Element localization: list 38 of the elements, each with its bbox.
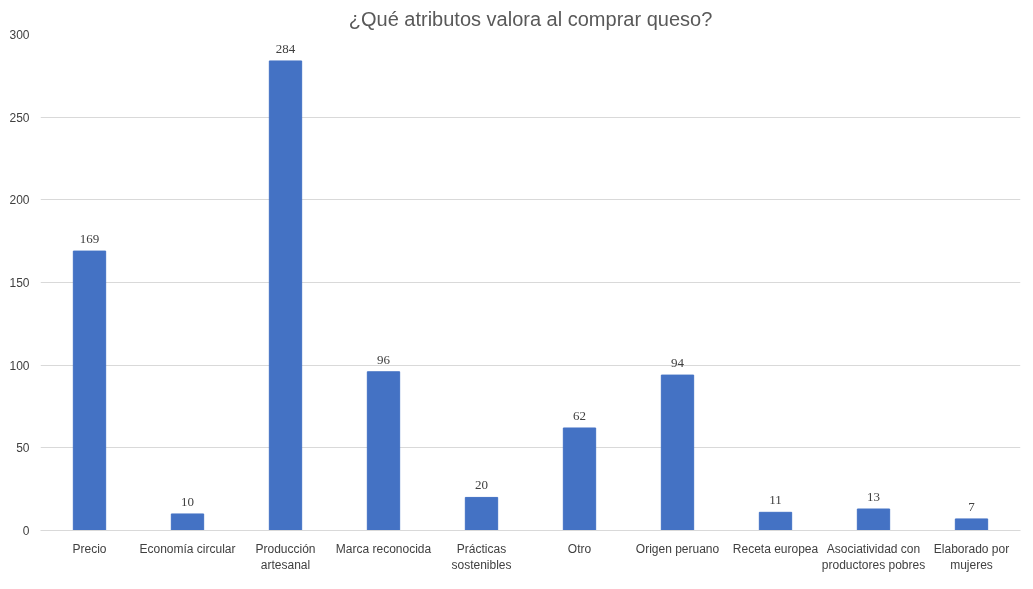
bar <box>660 374 695 531</box>
x-tick-label: Marca reconocida <box>335 541 432 556</box>
x-tick-label: Producción artesanal <box>255 541 316 573</box>
y-tick-label: 300 <box>9 28 30 42</box>
data-label: 10 <box>181 493 194 509</box>
bar <box>758 511 793 531</box>
x-tick-label: Economía circular <box>139 541 236 556</box>
data-label: 62 <box>573 407 586 423</box>
x-tick-label: Prácticas sostenibles <box>451 541 512 573</box>
chart-title: ¿Qué atributos valora al comprar queso? <box>348 7 713 30</box>
bar <box>954 518 989 531</box>
data-label: 169 <box>79 231 100 247</box>
bar <box>366 371 401 531</box>
data-label: 7 <box>968 498 976 514</box>
x-tick-label: Asociatividad con productores pobres <box>821 541 926 573</box>
data-label: 94 <box>671 355 685 371</box>
bar <box>170 513 205 531</box>
y-tick-label: 200 <box>9 193 30 208</box>
bar <box>856 508 891 531</box>
x-tick-label: Otro <box>567 541 592 556</box>
y-tick-label: 250 <box>9 110 30 125</box>
bar <box>464 496 499 531</box>
bar <box>72 250 107 531</box>
data-label: 96 <box>377 351 391 367</box>
x-tick-label: Elaborado por mujeres <box>933 541 1010 573</box>
bar <box>268 60 303 531</box>
y-tick-label: 0 <box>22 524 30 538</box>
x-tick-label: Precio <box>72 541 107 556</box>
y-tick-label: 150 <box>9 276 30 290</box>
x-tick-label: Receta europea <box>732 541 819 556</box>
data-label: 284 <box>275 40 296 56</box>
y-tick-label: 100 <box>9 358 30 373</box>
y-tick-label: 50 <box>16 441 30 456</box>
data-label: 13 <box>867 489 880 505</box>
data-label: 11 <box>769 492 782 508</box>
x-tick-label: Origen peruano <box>635 541 720 556</box>
data-label: 20 <box>475 477 488 493</box>
bar <box>562 427 597 531</box>
